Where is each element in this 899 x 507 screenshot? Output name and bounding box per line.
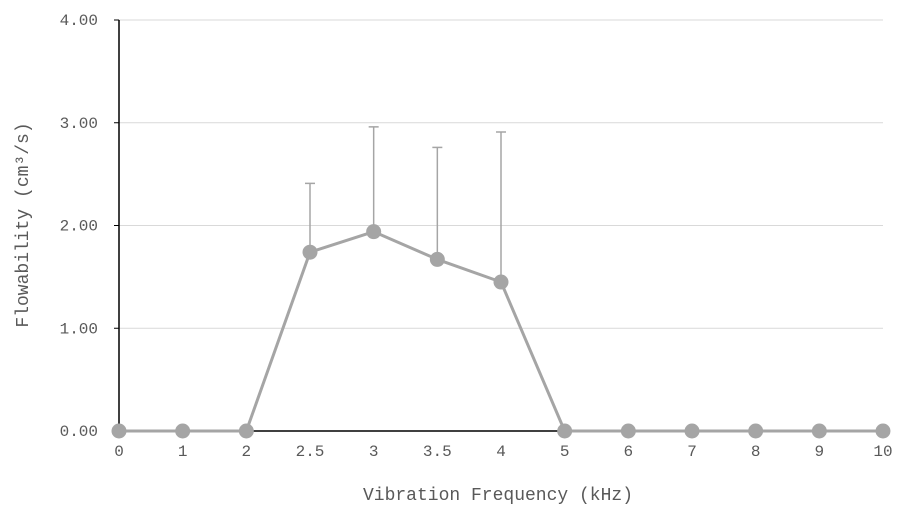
data-point xyxy=(175,423,191,439)
data-point xyxy=(111,423,127,439)
x-tick-label: 4 xyxy=(496,443,506,461)
data-points xyxy=(111,224,891,439)
x-tick-label: 3.5 xyxy=(423,443,452,461)
data-point xyxy=(557,423,573,439)
x-tick-label: 3 xyxy=(369,443,379,461)
data-point xyxy=(875,423,891,439)
x-axis-title: Vibration Frequency (kHz) xyxy=(363,486,633,506)
data-point xyxy=(429,251,445,267)
y-tick-label: 2.00 xyxy=(60,218,98,236)
data-point xyxy=(366,224,382,240)
y-tick-label: 4.00 xyxy=(60,12,98,30)
y-axis-title: Flowability (cm³/s) xyxy=(14,122,34,327)
y-tick-labels: 0.00 1.00 2.00 3.00 4.00 xyxy=(60,12,98,441)
x-tick-labels: 0 1 2 2.5 3 3.5 4 5 6 7 8 9 10 xyxy=(114,443,892,461)
data-point xyxy=(493,274,509,290)
x-tick-label: 1 xyxy=(178,443,188,461)
y-tick-label: 1.00 xyxy=(60,320,98,338)
data-point xyxy=(748,423,764,439)
x-tick-label: 8 xyxy=(751,443,761,461)
data-point xyxy=(302,244,318,260)
x-tick-label: 6 xyxy=(624,443,634,461)
y-tick-label: 3.00 xyxy=(60,115,98,133)
data-point xyxy=(811,423,827,439)
x-tick-label: 10 xyxy=(873,443,892,461)
x-tick-label: 5 xyxy=(560,443,570,461)
x-tick-label: 2 xyxy=(242,443,252,461)
x-tick-label: 7 xyxy=(687,443,697,461)
data-point xyxy=(238,423,254,439)
x-tick-label: 0 xyxy=(114,443,124,461)
x-tick-label: 9 xyxy=(815,443,825,461)
y-tick-label: 0.00 xyxy=(60,423,98,441)
gridlines xyxy=(119,19,883,329)
data-point xyxy=(620,423,636,439)
data-point xyxy=(684,423,700,439)
error-bars xyxy=(305,126,506,283)
x-tick-label: 2.5 xyxy=(296,443,325,461)
